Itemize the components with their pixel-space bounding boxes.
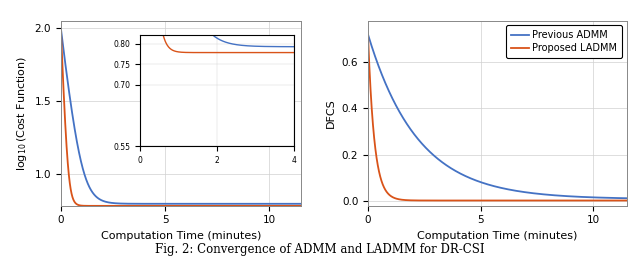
Text: Fig. 2: Convergence of ADMM and LADMM for DR-CSI: Fig. 2: Convergence of ADMM and LADMM fo… xyxy=(155,243,485,256)
Y-axis label: DFCS: DFCS xyxy=(326,98,336,128)
Proposed LADMM xyxy=(463,199,471,202)
Proposed LADMM xyxy=(475,199,483,202)
Previous ADMM xyxy=(618,197,626,200)
Line: Proposed LADMM: Proposed LADMM xyxy=(368,37,627,200)
Proposed LADMM xyxy=(409,199,417,202)
Previous ADMM xyxy=(364,33,372,36)
Previous ADMM xyxy=(409,131,417,134)
Proposed LADMM xyxy=(364,36,372,39)
Previous ADMM xyxy=(394,107,401,110)
Previous ADMM xyxy=(463,176,471,179)
Proposed LADMM xyxy=(394,197,401,200)
Proposed LADMM xyxy=(590,199,598,202)
Previous ADMM xyxy=(590,196,598,199)
X-axis label: Computation Time (minutes): Computation Time (minutes) xyxy=(417,231,578,241)
Proposed LADMM xyxy=(618,199,626,202)
Y-axis label: $\log_{10}$(Cost Function): $\log_{10}$(Cost Function) xyxy=(15,56,29,171)
Previous ADMM xyxy=(623,197,631,200)
X-axis label: Computation Time (minutes): Computation Time (minutes) xyxy=(100,231,261,241)
Legend: Previous ADMM, Proposed LADMM: Previous ADMM, Proposed LADMM xyxy=(506,25,622,58)
Proposed LADMM xyxy=(623,199,631,202)
Line: Previous ADMM: Previous ADMM xyxy=(368,35,627,198)
Previous ADMM xyxy=(475,180,483,183)
Proposed LADMM xyxy=(623,199,631,202)
